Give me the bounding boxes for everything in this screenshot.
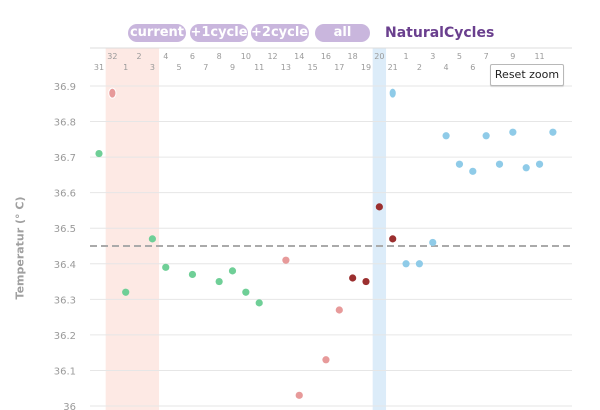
x-tick-label-bottom: 2 bbox=[417, 63, 422, 72]
data-point bbox=[442, 132, 450, 140]
data-point bbox=[282, 256, 290, 264]
x-tick-label-bottom: 5 bbox=[177, 63, 182, 72]
brand-logo-text: NaturalCycles bbox=[385, 25, 495, 41]
data-point bbox=[95, 149, 103, 158]
all-cycles-button[interactable]: all bbox=[315, 24, 370, 42]
y-axis-title: Temperatur (° C) bbox=[13, 196, 27, 300]
x-tick-label-top: 6 bbox=[190, 52, 195, 61]
period-band bbox=[105, 48, 160, 410]
x-tick-label-bottom: 7 bbox=[203, 63, 208, 72]
data-point bbox=[188, 270, 197, 279]
x-tick-label-top: 3 bbox=[430, 52, 435, 61]
x-tick-label-top: 14 bbox=[294, 52, 304, 61]
x-tick-label-bottom: 3 bbox=[150, 63, 155, 72]
data-point bbox=[122, 288, 130, 296]
current-cycle-button[interactable]: current bbox=[128, 24, 186, 42]
x-tick-label-top: 20 bbox=[374, 52, 384, 61]
x-tick-label-top: 16 bbox=[321, 52, 331, 61]
data-point bbox=[495, 160, 504, 168]
plus-two-cycles-button[interactable]: +2cycles bbox=[251, 24, 309, 42]
data-point bbox=[455, 160, 464, 168]
x-tick-label-bottom: 31 bbox=[94, 63, 104, 72]
drop-point bbox=[108, 87, 117, 99]
x-tick-label-top: 10 bbox=[241, 52, 251, 61]
x-tick-label-bottom: 17 bbox=[334, 63, 344, 72]
x-tick-label-bottom: 6 bbox=[470, 63, 475, 72]
x-tick-label-top: 18 bbox=[348, 52, 358, 61]
x-tick-label-bottom: 13 bbox=[281, 63, 291, 72]
x-tick-label-top: 11 bbox=[534, 52, 544, 61]
x-tick-label-bottom: 9 bbox=[230, 63, 235, 72]
data-point bbox=[349, 274, 357, 282]
y-tick-label: 36.4 bbox=[54, 260, 76, 271]
x-tick-label-bottom: 15 bbox=[308, 63, 318, 72]
data-point bbox=[242, 288, 250, 296]
y-tick-label: 36.7 bbox=[54, 153, 76, 164]
x-tick-label-top: 32 bbox=[107, 52, 117, 61]
x-tick-label-top: 12 bbox=[267, 52, 277, 61]
y-tick-label: 36.1 bbox=[54, 366, 76, 377]
x-tick-label-bottom: 1 bbox=[123, 63, 128, 72]
data-point bbox=[482, 132, 490, 140]
y-tick-label: 36.5 bbox=[54, 224, 76, 235]
data-point bbox=[415, 260, 423, 268]
data-point bbox=[255, 299, 263, 307]
y-tick-label: 36 bbox=[63, 402, 76, 410]
x-tick-label-top: 7 bbox=[484, 52, 489, 61]
data-point bbox=[295, 391, 303, 399]
data-point bbox=[362, 277, 370, 286]
data-point bbox=[335, 306, 343, 314]
x-tick-label-bottom: 11 bbox=[254, 63, 264, 72]
data-point bbox=[549, 128, 557, 136]
plus-one-cycle-button[interactable]: +1cycle bbox=[190, 24, 248, 42]
x-tick-label-top: 4 bbox=[163, 52, 168, 61]
data-point bbox=[228, 267, 237, 275]
data-point bbox=[389, 235, 397, 243]
data-point bbox=[162, 263, 170, 271]
x-tick-label-top: 8 bbox=[217, 52, 222, 61]
x-tick-label-top: 2 bbox=[137, 52, 142, 61]
x-tick-label-bottom: 21 bbox=[388, 63, 398, 72]
reset-zoom-button[interactable]: Reset zoom bbox=[490, 64, 564, 86]
y-tick-label: 36.2 bbox=[54, 331, 76, 342]
data-point bbox=[535, 160, 544, 168]
data-point bbox=[469, 167, 477, 175]
x-tick-label-bottom: 4 bbox=[444, 63, 449, 72]
x-tick-label-bottom: 19 bbox=[361, 63, 371, 72]
data-point bbox=[402, 260, 410, 268]
data-point bbox=[522, 164, 530, 172]
data-point bbox=[429, 238, 437, 247]
data-point bbox=[215, 277, 223, 286]
y-tick-label: 36.9 bbox=[54, 82, 76, 93]
data-point bbox=[148, 235, 156, 243]
y-tick-label: 36.6 bbox=[54, 189, 76, 200]
y-tick-label: 36.3 bbox=[54, 295, 76, 306]
data-point bbox=[322, 356, 330, 364]
y-tick-label: 36.8 bbox=[54, 118, 76, 129]
data-point bbox=[509, 128, 517, 136]
drop-point bbox=[388, 87, 397, 99]
data-point bbox=[375, 203, 383, 211]
x-tick-label-top: 1 bbox=[404, 52, 409, 61]
x-tick-label-top: 5 bbox=[457, 52, 462, 61]
x-tick-label-top: 9 bbox=[510, 52, 515, 61]
ovulation-band bbox=[372, 48, 387, 410]
cycle-toolbar: current +1cycle +2cycles all NaturalCycl… bbox=[0, 24, 600, 44]
